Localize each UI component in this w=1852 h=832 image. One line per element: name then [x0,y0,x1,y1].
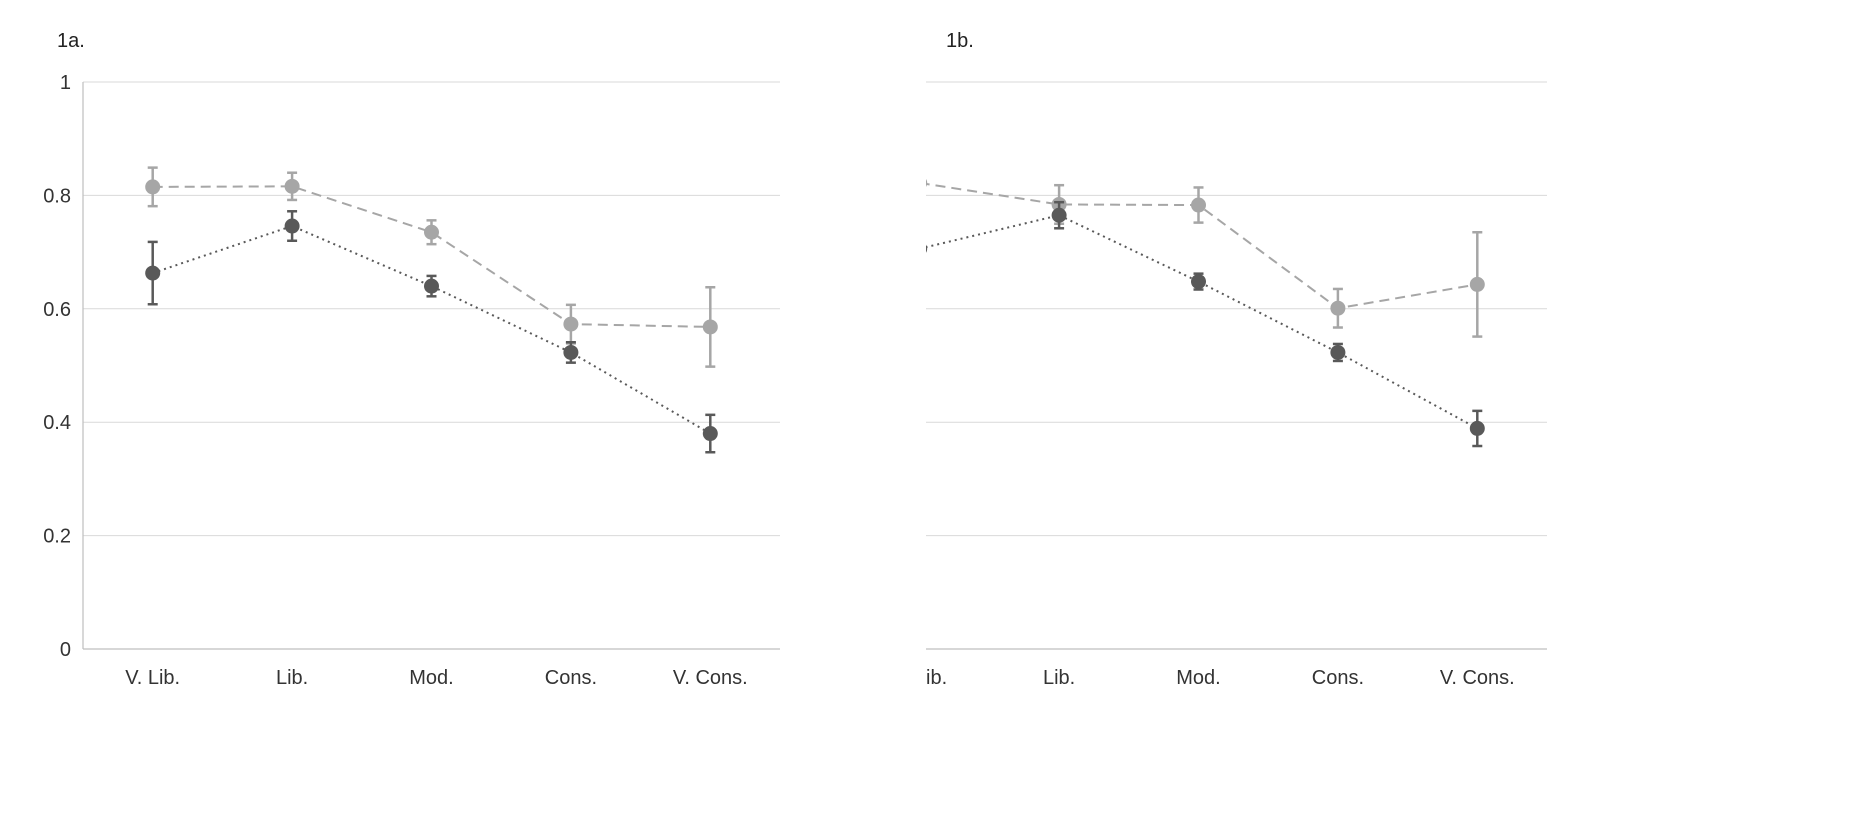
data-point [284,178,300,194]
data-point [702,319,718,335]
data-point [1330,344,1346,360]
data-point [702,426,718,442]
x-tick-label: Lib. [1043,667,1075,689]
line-chart: 00.20.40.60.81V. Lib.Lib.Mod.Cons.V. Con… [926,81,1547,689]
series-line [152,224,711,435]
data-point [424,224,439,240]
data-point [284,218,300,234]
x-tick-label: V. Lib. [926,667,947,689]
panel-label: 1b. [946,30,974,52]
panel-label: 1a. [57,30,85,52]
chart-panel-1a: 1a. 0 0.2 0.4 0.6 0.8 1 V. Lib. Lib. Mod. Cons. V.… [43,30,780,689]
x-tick-label: Cons. [545,667,597,689]
data-point [1469,276,1485,292]
data-point [563,316,579,332]
series-line [926,214,1478,430]
data-point [1469,420,1485,436]
data-point [563,344,579,360]
x-tick-label: Mod. [409,667,453,689]
y-tick-label: 0 [60,639,71,661]
data-point [926,244,928,253]
line-chart: 0 0.2 0.4 0.6 0.8 1 V. Lib. Lib. Mod. Cons. V. Con… [43,72,780,689]
data-point [1051,207,1067,223]
data-point [1191,274,1206,290]
x-tick-label: V. Cons. [1440,667,1515,689]
x-tick-label: Cons. [1312,667,1364,689]
y-tick-label: 0.4 [43,412,71,434]
y-tick-label: 1 [60,72,71,94]
data-point [145,179,161,195]
y-tick-label: 0.8 [43,185,71,207]
x-tick-label: Lib. [276,667,308,689]
data-point [424,278,439,294]
y-tick-label: 0.6 [43,299,71,321]
y-tick-label: 0.2 [43,526,71,548]
x-tick-label: V. Cons. [673,667,748,689]
series-line [152,185,711,328]
data-point [1191,197,1206,213]
data-point [1330,300,1346,316]
x-tick-label: Mod. [1176,667,1220,689]
x-tick-label: V. Lib. [125,667,180,689]
data-point [145,265,161,281]
chart-panel-1b: 1b. 00.20.40.60.81V. Lib.Lib.Mod.Cons.V.… [926,0,1852,832]
data-point [926,178,928,187]
